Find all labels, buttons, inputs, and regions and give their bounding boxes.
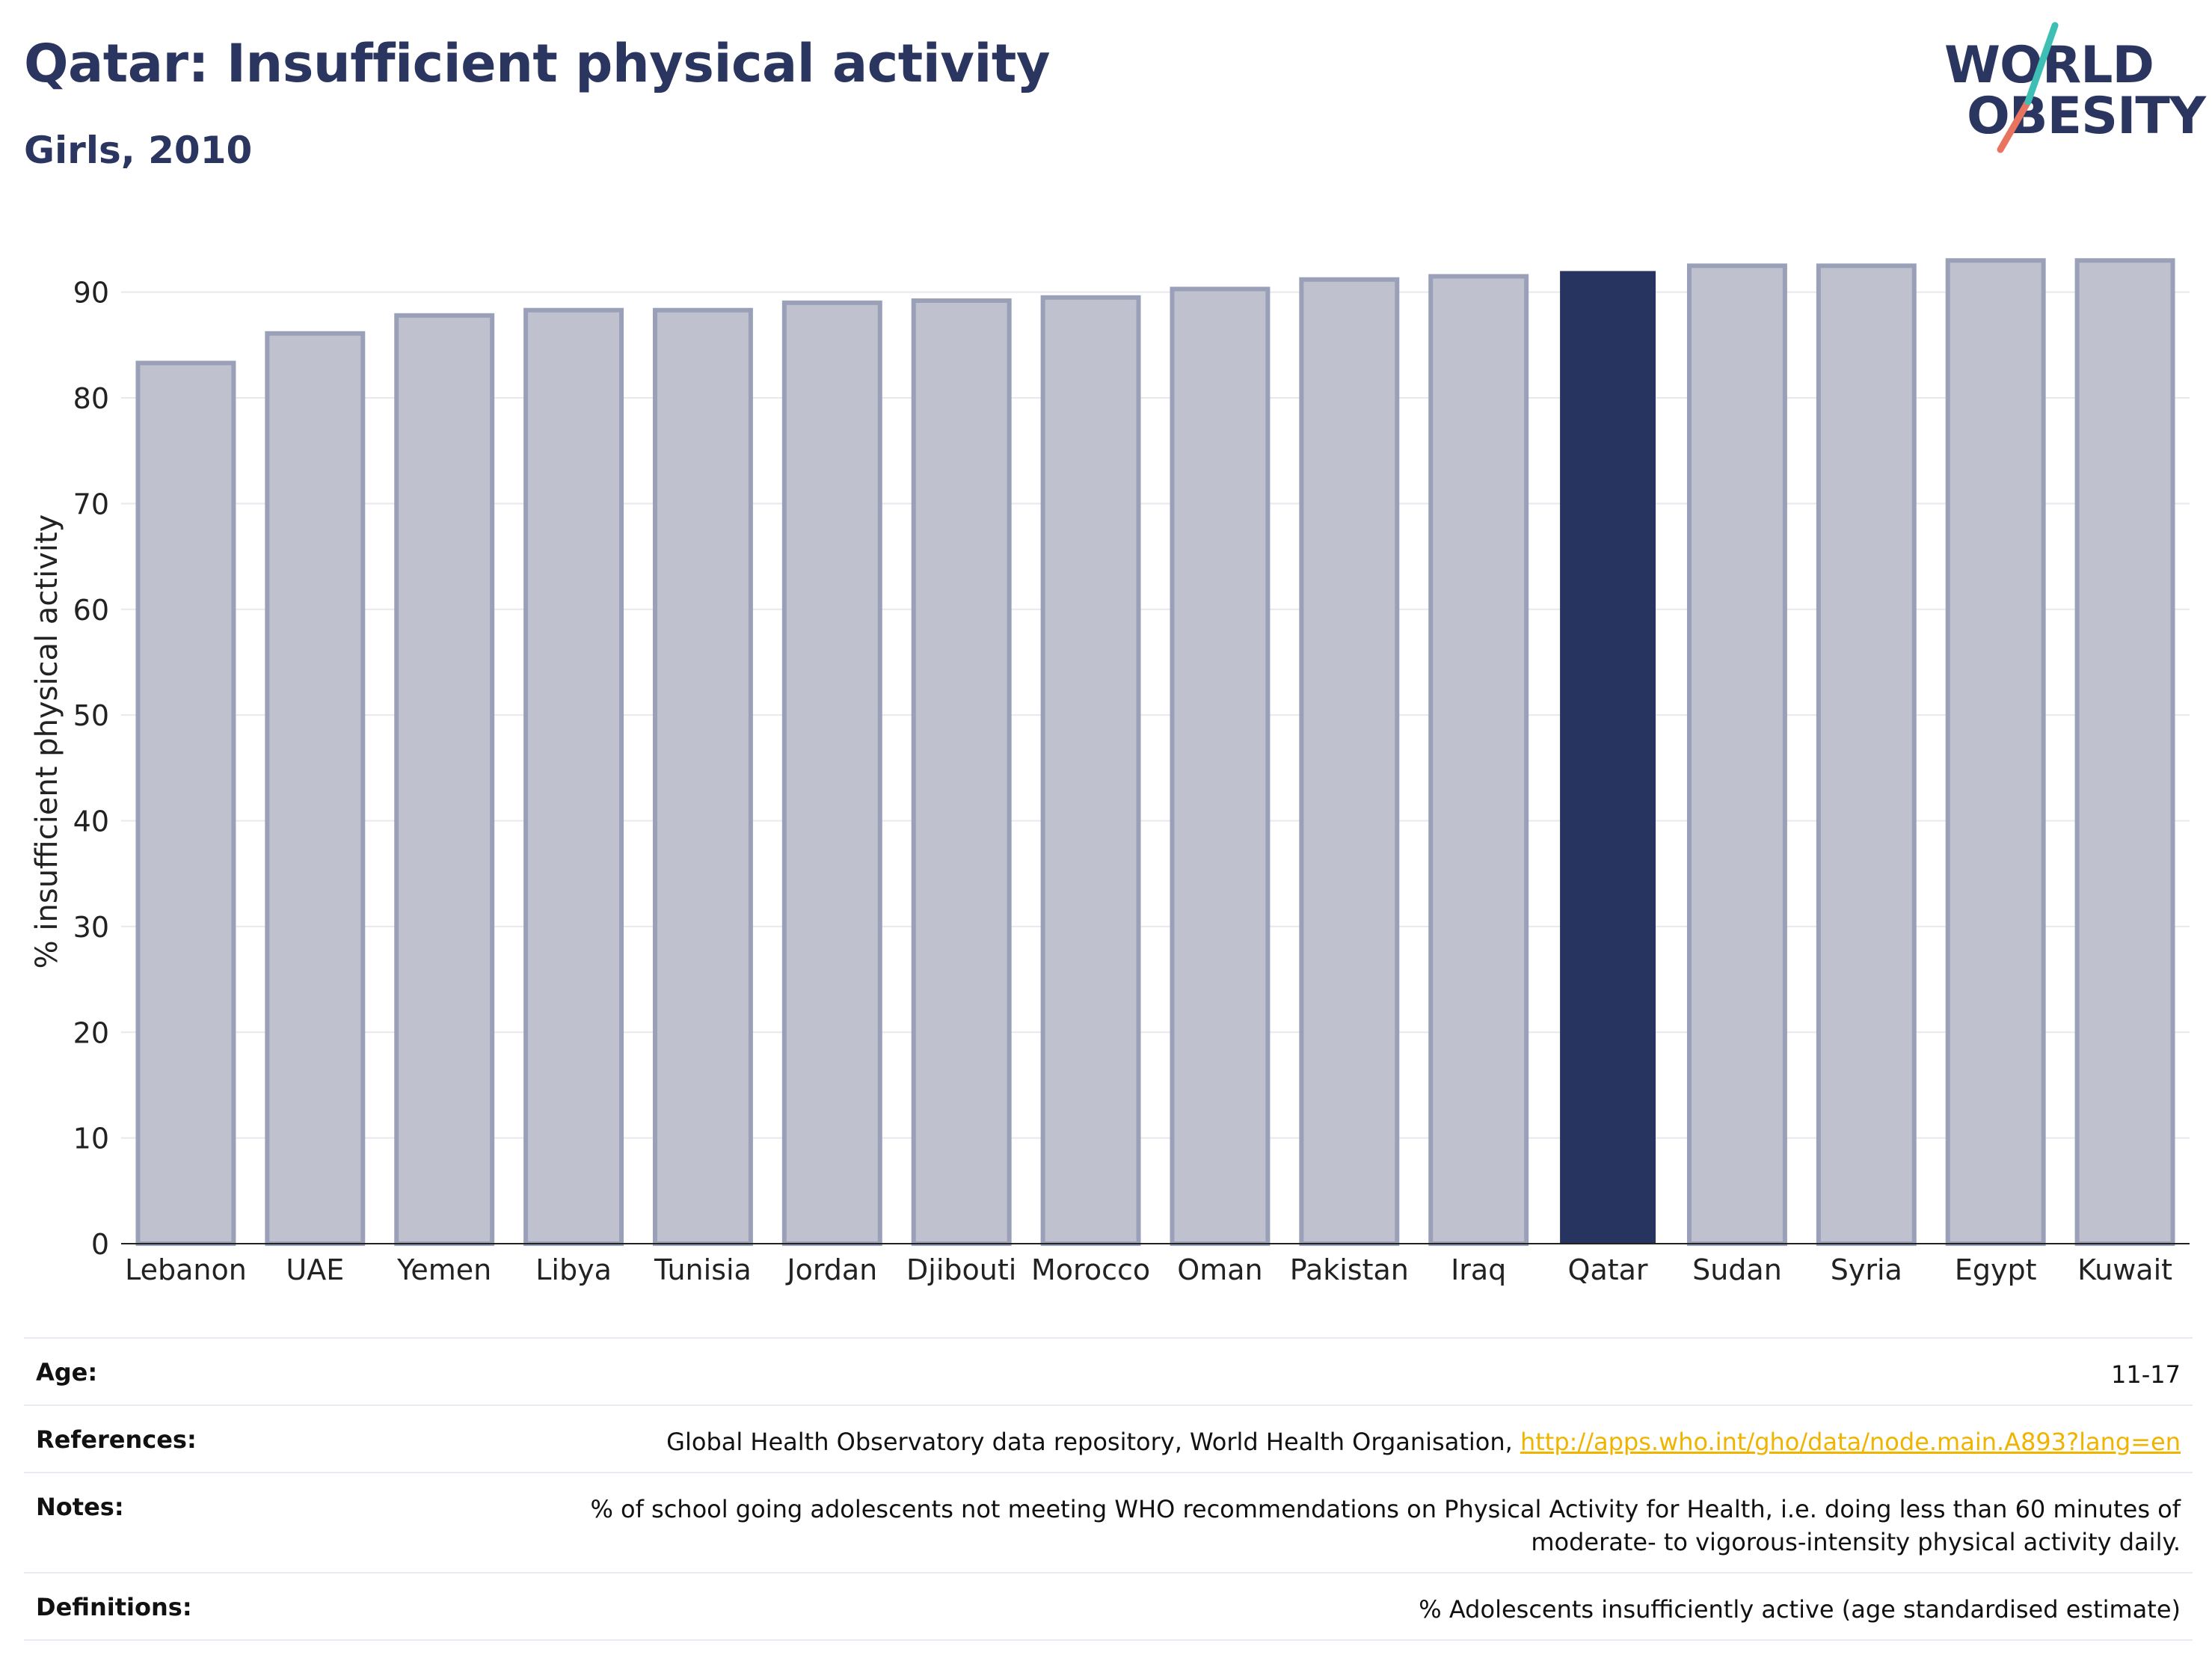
y-tick-label: 80 (73, 382, 109, 415)
info-row-definitions: Definitions: % Adolescents insufficientl… (24, 1572, 2193, 1641)
axes: 0 10 20 30 40 50 60 70 80 90 Lebanon UAE Yemen Libya T… (73, 277, 2190, 1286)
y-tick-label: 40 (73, 805, 109, 838)
info-label-notes: Notes: (36, 1493, 124, 1521)
info-value-references: Global Health Observatory data repositor… (666, 1425, 2181, 1458)
bar-chart: 0 10 20 30 40 50 60 70 80 90 Lebanon UAE Yemen Libya T… (30, 258, 2190, 1286)
x-tick-label: Pakistan (1290, 1253, 1409, 1286)
bar-libya (523, 307, 624, 1247)
y-tick-label: 60 (73, 594, 109, 627)
x-tick-label: Sudan (1692, 1253, 1782, 1286)
world-obesity-logo: WORLD OBESITY (1944, 21, 2206, 156)
y-tick-label: 90 (73, 277, 109, 310)
x-tick-label: UAE (286, 1253, 344, 1286)
bar-oman (1170, 286, 1271, 1247)
page-subtitle: Girls, 2010 (24, 129, 253, 172)
references-link[interactable]: http://apps.who.int/gho/data/node.main.A… (1520, 1428, 2181, 1456)
bar-egypt (1945, 258, 2046, 1246)
x-tick-label: Tunisia (654, 1253, 752, 1286)
bar-tunisia (652, 307, 753, 1247)
x-tick-label: Jordan (785, 1253, 877, 1286)
y-axis-label: % insufficient physical activity (30, 515, 64, 969)
x-tick-label: Qatar (1568, 1253, 1648, 1286)
x-tick-label: Kuwait (2077, 1253, 2172, 1286)
info-label-age: Age: (36, 1358, 98, 1387)
info-value-notes: % of school going adolescents not meetin… (590, 1495, 2181, 1556)
y-tick-label: 10 (73, 1123, 109, 1155)
bar-jordan (781, 300, 882, 1247)
bar-djibouti (911, 298, 1012, 1247)
info-label-references: References: (36, 1425, 197, 1454)
y-tick-label: 50 (73, 699, 109, 732)
x-tick-label: Syria (1831, 1253, 1902, 1286)
x-tick-label: Morocco (1031, 1253, 1150, 1286)
bar-sudan (1686, 263, 1787, 1246)
bars (135, 258, 2175, 1247)
info-label-definitions: Definitions: (36, 1593, 192, 1621)
y-tick-label: 20 (73, 1016, 109, 1049)
bar-syria (1816, 263, 1917, 1246)
info-value-definitions: % Adolescents insufficiently active (age… (1419, 1595, 2181, 1624)
bar-uae (265, 331, 366, 1247)
info-row-references: References: Global Health Observatory da… (24, 1404, 2193, 1472)
x-tick-label: Iraq (1451, 1253, 1506, 1286)
bar-qatar (1560, 271, 1656, 1244)
info-row-age: Age: 11-17 (24, 1337, 2193, 1404)
bar-yemen (394, 313, 495, 1246)
references-text: Global Health Observatory data repositor… (666, 1428, 1520, 1456)
info-value-age: 11-17 (2111, 1360, 2181, 1389)
x-tick-label: Oman (1177, 1253, 1262, 1286)
info-row-notes: Notes: % of school going adolescents not… (24, 1472, 2193, 1572)
x-tick-label: Djibouti (906, 1253, 1016, 1286)
x-tick-label: Lebanon (125, 1253, 247, 1286)
info-table: Age: 11-17 References: Global Health Obs… (24, 1337, 2193, 1641)
bar-kuwait (2074, 258, 2175, 1246)
x-tick-label: Libya (535, 1253, 612, 1286)
x-tick-label: Yemen (396, 1253, 491, 1286)
bar-morocco (1040, 295, 1141, 1246)
bar-iraq (1428, 274, 1529, 1246)
bar-pakistan (1299, 277, 1400, 1247)
x-tick-label: Egypt (1955, 1253, 2037, 1286)
y-tick-label: 70 (73, 488, 109, 521)
y-tick-label: 30 (73, 911, 109, 944)
logo-slash-icon (1997, 22, 2059, 153)
y-tick-label: 0 (91, 1228, 109, 1261)
page-title: Qatar: Insufficient physical activity (24, 33, 1050, 94)
bar-lebanon (135, 360, 236, 1247)
